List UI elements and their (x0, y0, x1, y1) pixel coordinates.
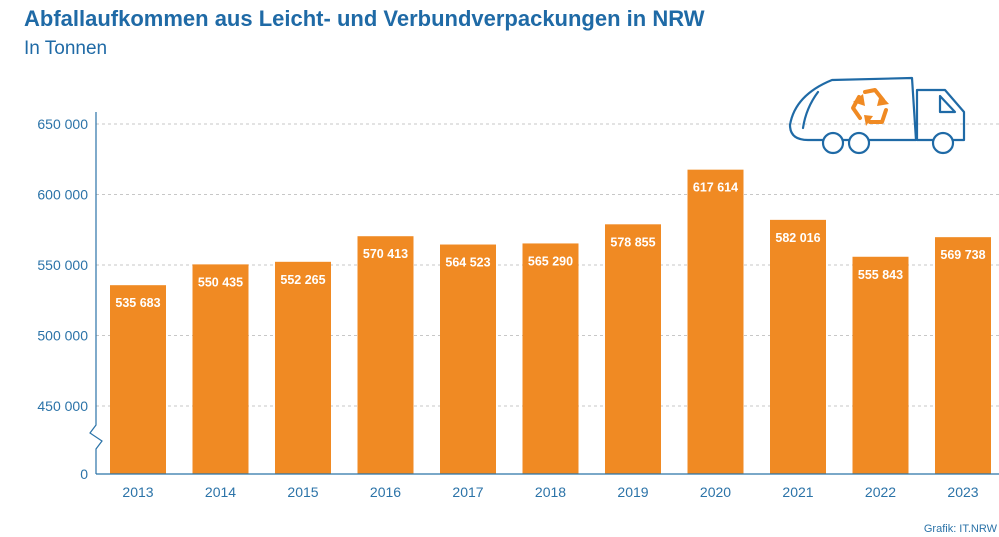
bars (110, 169, 991, 475)
y-tick-label: 650 000 (37, 116, 88, 132)
x-tick-label: 2019 (617, 484, 648, 500)
y-tick-label: 500 000 (37, 328, 88, 344)
truck-window (938, 94, 957, 114)
truck-wheel-front (931, 131, 955, 155)
bar-value-label: 565 290 (528, 254, 573, 268)
bar (192, 264, 249, 474)
bar (852, 256, 909, 474)
bar-value-label: 617 614 (693, 181, 738, 195)
bar-value-label: 550 435 (198, 275, 243, 289)
bar-value-label: 570 413 (363, 247, 408, 261)
bar (687, 169, 744, 475)
y-axis-tick-labels: 0 450 000 500 000 550 000 600 000 650 000 (37, 116, 88, 482)
truck-wheel-rear-1 (821, 131, 845, 155)
bar (935, 237, 991, 474)
y-axis-line-with-break (89, 112, 103, 474)
x-axis-tick-labels: 2013 2014 2015 2016 2017 2018 2019 2020 2021 2022… (122, 484, 978, 500)
bar (770, 219, 826, 474)
x-tick-label: 2013 (122, 484, 153, 500)
x-tick-label: 2015 (287, 484, 318, 500)
x-tick-label: 2021 (782, 484, 813, 500)
bar-value-label: 578 855 (610, 235, 655, 249)
bar-value-label: 555 843 (858, 268, 903, 282)
bar (110, 285, 166, 474)
recycling-truck-icon (788, 76, 966, 155)
bar (605, 224, 661, 474)
x-tick-label: 2017 (452, 484, 483, 500)
y-tick-label: 0 (80, 466, 88, 482)
x-tick-label: 2020 (700, 484, 731, 500)
bar-value-label: 552 265 (280, 273, 325, 287)
x-tick-label: 2023 (947, 484, 978, 500)
y-tick-label: 600 000 (37, 187, 88, 203)
x-tick-label: 2022 (865, 484, 896, 500)
bar-value-label: 582 016 (775, 231, 820, 245)
bar (522, 243, 579, 474)
recycle-arrowheads (853, 94, 889, 126)
x-tick-label: 2018 (535, 484, 566, 500)
x-tick-label: 2014 (205, 484, 236, 500)
y-tick-label: 550 000 (37, 257, 88, 273)
bar-value-label: 535 683 (115, 296, 160, 310)
truck-body-outline (788, 76, 918, 142)
bar-value-label: 569 738 (940, 248, 985, 262)
bar-value-labels: 535 683 550 435 552 265 570 413 564 523 565 2… (115, 181, 985, 311)
bar-value-label: 564 523 (445, 256, 490, 270)
truck-cab-outline (915, 88, 966, 142)
bar (357, 236, 414, 474)
chart-title: Abfallaufkommen aus Leicht- und Verbundv… (24, 6, 705, 31)
x-tick-label: 2016 (370, 484, 401, 500)
bar (440, 244, 496, 474)
chart-subtitle: In Tonnen (24, 38, 108, 59)
source-credit: Grafik: IT.NRW (923, 523, 997, 535)
bar (275, 261, 331, 474)
truck-rear-line (801, 90, 820, 130)
truck-wheel-rear-2 (847, 131, 871, 155)
y-tick-label: 450 000 (37, 398, 88, 414)
